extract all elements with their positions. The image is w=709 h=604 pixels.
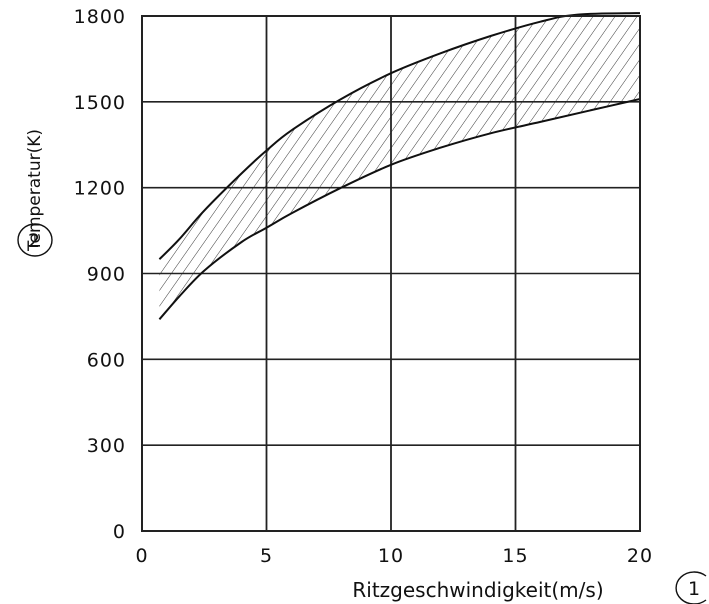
series-lines: [158, 12, 641, 320]
y-axis-marker: 2: [17, 223, 53, 257]
y-axis-marker-text: 2: [28, 230, 40, 252]
x-axis-marker-text: 1: [688, 578, 700, 600]
x-axis-marker: 1: [675, 571, 707, 604]
x-tick-label: 15: [502, 545, 528, 567]
series-line-upper: [158, 12, 641, 260]
x-tick-label: 5: [260, 545, 273, 567]
x-tick-label: 0: [135, 545, 148, 567]
plot-frame: [141, 15, 641, 532]
hatched-band: [159, 16, 640, 320]
y-tick-label: 900: [87, 264, 126, 286]
x-tick-label: 10: [378, 545, 404, 567]
x-axis-label: Ritzgeschwindigkeit(m/s): [352, 578, 603, 602]
y-tick-label: 300: [87, 435, 126, 457]
x-tick-labels: 0 5 10 15 20: [135, 545, 653, 567]
x-tick-label: 20: [627, 545, 653, 567]
y-axis-label: Temperatur(K): [25, 129, 45, 252]
y-tick-label: 1200: [74, 178, 126, 200]
hatched-band-area: [159, 16, 640, 320]
plot-border: [141, 15, 641, 532]
y-tick-labels: 0 300 600 900 1200 1500 1800: [74, 6, 126, 543]
y-tick-label: 1800: [74, 6, 126, 28]
series-line-lower: [158, 98, 641, 320]
y-tick-label: 1500: [74, 92, 126, 114]
y-tick-label: 0: [113, 521, 126, 543]
y-tick-label: 600: [87, 349, 126, 371]
y-axis-marker-circle: [17, 223, 53, 257]
